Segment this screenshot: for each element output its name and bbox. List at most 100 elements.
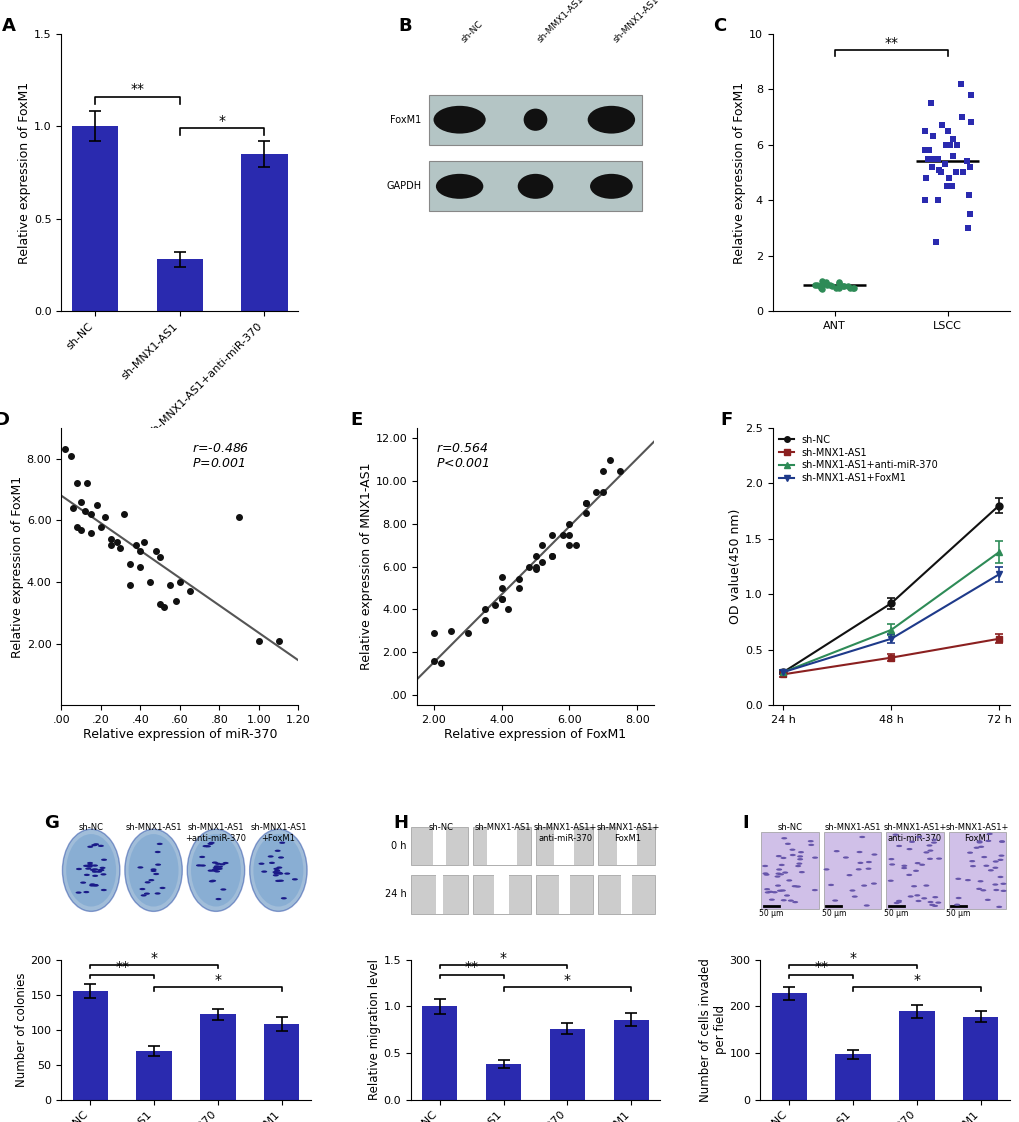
Circle shape bbox=[151, 870, 156, 872]
FancyBboxPatch shape bbox=[428, 162, 642, 211]
Circle shape bbox=[274, 849, 280, 852]
Point bbox=[959, 219, 975, 237]
Point bbox=[442, 622, 459, 640]
Circle shape bbox=[908, 840, 914, 843]
Point bbox=[554, 525, 571, 543]
Circle shape bbox=[220, 889, 226, 891]
Circle shape bbox=[930, 838, 936, 840]
Text: FoxM1: FoxM1 bbox=[390, 114, 421, 125]
Point bbox=[162, 576, 178, 594]
Text: A: A bbox=[2, 17, 15, 35]
Y-axis label: Relative expression of FoxM1: Relative expression of FoxM1 bbox=[18, 82, 31, 264]
Circle shape bbox=[935, 857, 942, 859]
Circle shape bbox=[931, 904, 937, 907]
Bar bbox=[558, 875, 570, 913]
Circle shape bbox=[766, 891, 772, 893]
Text: *: * bbox=[499, 950, 506, 965]
Point bbox=[534, 536, 550, 554]
Circle shape bbox=[786, 880, 792, 882]
Circle shape bbox=[984, 899, 989, 901]
Circle shape bbox=[203, 845, 208, 847]
Circle shape bbox=[979, 889, 985, 892]
Text: B: B bbox=[397, 17, 412, 35]
Circle shape bbox=[762, 872, 767, 875]
Bar bbox=[899, 1011, 933, 1100]
Circle shape bbox=[764, 891, 770, 893]
Bar bbox=[621, 875, 632, 913]
Circle shape bbox=[905, 874, 911, 876]
Circle shape bbox=[92, 875, 98, 877]
Circle shape bbox=[789, 854, 795, 856]
Point bbox=[544, 525, 560, 543]
Point bbox=[811, 277, 827, 295]
Bar bbox=[616, 827, 636, 865]
Circle shape bbox=[1000, 883, 1006, 885]
Point bbox=[953, 75, 969, 93]
Circle shape bbox=[889, 863, 895, 866]
Point bbox=[97, 508, 113, 526]
X-axis label: Relative expression of FoxM1: Relative expression of FoxM1 bbox=[444, 728, 626, 741]
Point bbox=[960, 185, 976, 203]
Circle shape bbox=[896, 845, 901, 847]
Circle shape bbox=[279, 842, 285, 844]
Point bbox=[560, 525, 577, 543]
Circle shape bbox=[991, 883, 998, 885]
Circle shape bbox=[892, 834, 898, 836]
Circle shape bbox=[973, 847, 978, 849]
Point bbox=[817, 275, 834, 293]
Circle shape bbox=[90, 868, 96, 871]
Circle shape bbox=[857, 862, 862, 864]
Point bbox=[116, 505, 132, 523]
Circle shape bbox=[140, 888, 146, 890]
Circle shape bbox=[910, 885, 916, 888]
Point bbox=[962, 113, 978, 131]
Point bbox=[829, 275, 846, 293]
Circle shape bbox=[993, 889, 999, 891]
Text: *: * bbox=[214, 973, 221, 987]
Circle shape bbox=[151, 868, 156, 871]
Point bbox=[425, 624, 441, 642]
Point bbox=[923, 128, 940, 146]
Point bbox=[102, 536, 118, 554]
Text: *: * bbox=[564, 973, 571, 987]
Point bbox=[929, 149, 946, 167]
Circle shape bbox=[90, 883, 96, 885]
Circle shape bbox=[966, 852, 972, 854]
Circle shape bbox=[83, 865, 89, 867]
Y-axis label: Number of colonies: Number of colonies bbox=[14, 973, 28, 1087]
Text: **: ** bbox=[464, 960, 478, 974]
Circle shape bbox=[144, 892, 150, 895]
Text: E: E bbox=[351, 411, 363, 430]
Circle shape bbox=[953, 903, 959, 905]
Circle shape bbox=[926, 857, 932, 859]
Circle shape bbox=[101, 873, 106, 875]
Circle shape bbox=[849, 890, 855, 892]
Point bbox=[69, 517, 86, 535]
Circle shape bbox=[157, 843, 163, 845]
Circle shape bbox=[212, 868, 218, 871]
Y-axis label: Relative migration level: Relative migration level bbox=[367, 959, 380, 1101]
Point bbox=[493, 590, 510, 608]
Text: sh-NC: sh-NC bbox=[78, 824, 104, 833]
Point bbox=[817, 273, 834, 291]
Point bbox=[826, 278, 843, 296]
Ellipse shape bbox=[191, 834, 240, 907]
Point bbox=[601, 451, 618, 469]
Point bbox=[930, 160, 947, 178]
Bar bbox=[411, 827, 468, 865]
Circle shape bbox=[216, 867, 222, 870]
Circle shape bbox=[896, 900, 901, 902]
Bar bbox=[486, 827, 517, 865]
Circle shape bbox=[934, 901, 941, 904]
Text: sh-MNX1-AS1: sh-MNX1-AS1 bbox=[823, 824, 880, 833]
Circle shape bbox=[93, 884, 98, 886]
Circle shape bbox=[219, 863, 225, 865]
Circle shape bbox=[982, 865, 988, 867]
Point bbox=[493, 590, 510, 608]
Point bbox=[128, 536, 145, 554]
Bar bbox=[473, 827, 530, 865]
Point bbox=[923, 149, 940, 167]
Text: $r$=0.564
$P$<0.001: $r$=0.564 $P$<0.001 bbox=[435, 442, 489, 470]
Point bbox=[936, 136, 953, 154]
Circle shape bbox=[777, 864, 784, 866]
